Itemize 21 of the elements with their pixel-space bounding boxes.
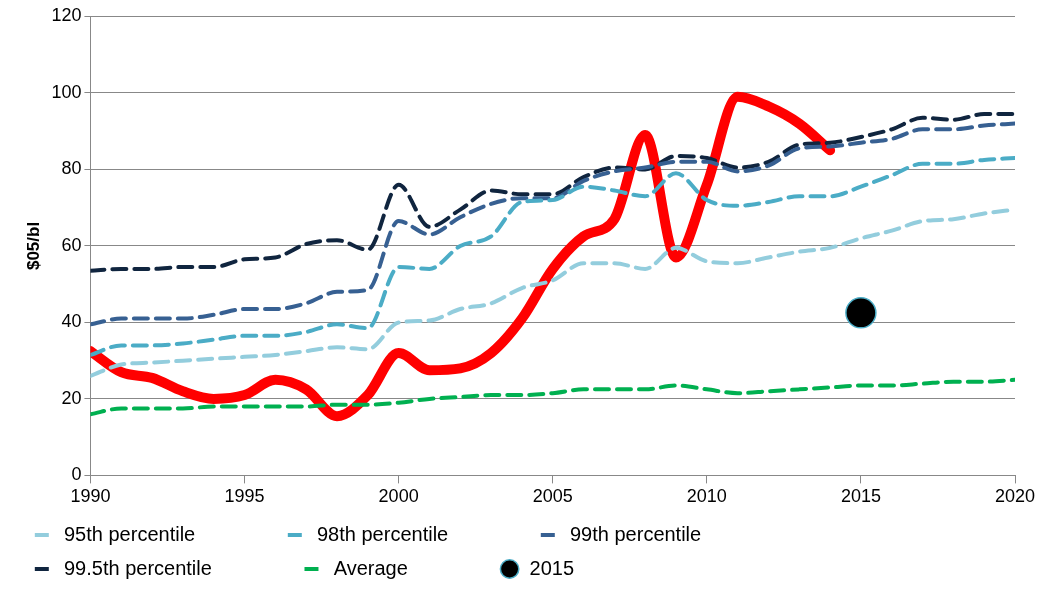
y-tick-label: 0 [71,464,82,485]
y-tick-label: 80 [61,158,82,179]
legend-label: 99.5th percentile [64,556,290,579]
legend-label: 95th percentile [64,522,273,545]
y-tick-label: 20 [61,387,82,408]
x-tick-label: 2000 [378,486,419,507]
x-tick-label: 1995 [224,486,265,507]
legend-label: 99th percentile [569,522,779,545]
y-axis-title: $05/bl [23,221,43,271]
legend-label: 2015 [529,556,630,579]
x-tick-label: 2005 [532,486,573,507]
y-tick-label: 60 [61,234,82,255]
y-tick-label: 40 [61,311,82,332]
x-tick-label: 2015 [840,486,881,507]
legend-label: 98th percentile [316,522,526,545]
y-tick-label: 100 [51,81,82,102]
y-tick-label: 120 [51,5,82,26]
legend-label: Average [333,556,486,579]
x-tick-label: 2010 [686,486,727,507]
x-tick-label: 2020 [994,486,1036,507]
x-tick-label: 1990 [70,486,111,507]
